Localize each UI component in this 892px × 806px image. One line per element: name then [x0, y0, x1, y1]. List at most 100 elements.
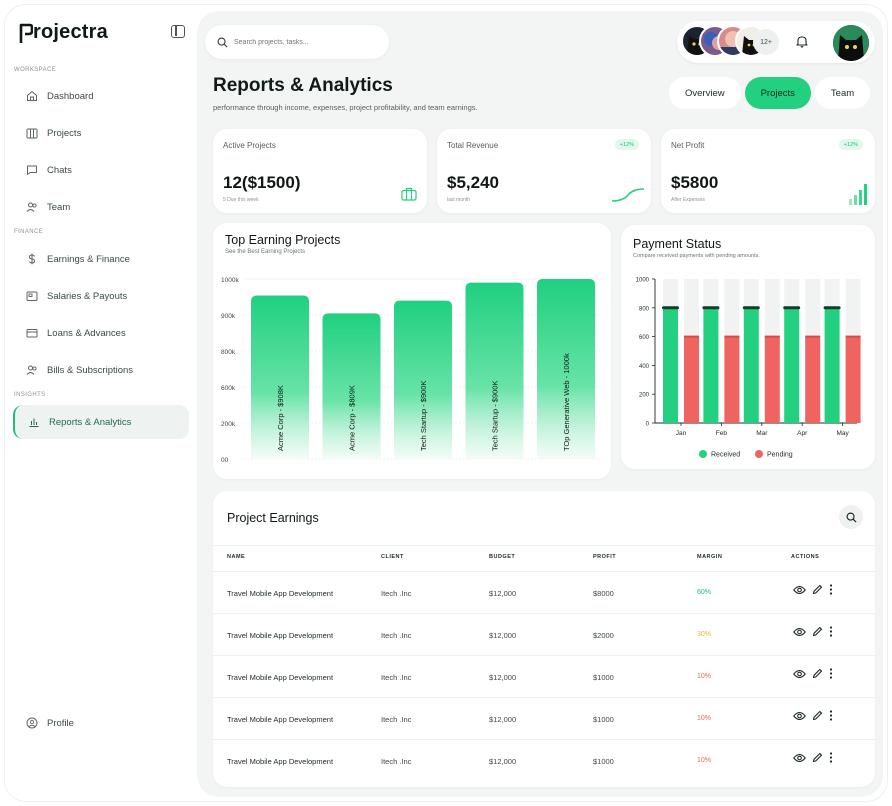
- pending-bar-cap: [805, 335, 821, 338]
- stat-footnote: last month: [447, 197, 471, 203]
- bar: [322, 313, 381, 459]
- more-options-icon[interactable]: [829, 584, 833, 595]
- top-earning-chart-card: Top Earning Projects See the Best Earnin…: [213, 223, 611, 479]
- received-bar-cap: [783, 306, 801, 310]
- cell-client: Itech .Inc: [381, 631, 412, 640]
- dollar-icon: [25, 252, 39, 266]
- logo[interactable]: rojectra: [19, 21, 108, 44]
- user-toolbar: 12+: [677, 21, 875, 63]
- row-actions: [793, 668, 839, 679]
- search-bar[interactable]: [205, 25, 389, 59]
- stat-label: Active Projects: [223, 141, 276, 150]
- folder-icon: [25, 126, 39, 140]
- more-options-icon[interactable]: [829, 752, 833, 763]
- column-header-budget[interactable]: BUDGET: [489, 554, 516, 560]
- user-avatar[interactable]: [833, 25, 869, 61]
- table-search-button[interactable]: [839, 505, 863, 529]
- more-options-icon[interactable]: [829, 710, 833, 721]
- cell-client: Itech .Inc: [381, 589, 412, 598]
- more-avatars-badge[interactable]: 12+: [753, 29, 779, 55]
- sidebar-item-bills[interactable]: Bills & Subscriptions: [13, 354, 189, 386]
- legend-received-label: Received: [711, 452, 740, 459]
- logo-mark-icon: [19, 23, 33, 43]
- y-tick-label: 800k: [221, 349, 236, 356]
- cell-budget: $12,000: [489, 589, 517, 598]
- tab-overview[interactable]: Overview: [669, 77, 741, 109]
- received-bar-cap: [742, 306, 760, 310]
- users-icon: [25, 363, 39, 377]
- sidebar: rojectra WORKSPACE Dashboard Projects Ch…: [5, 5, 197, 801]
- pending-bar-cap: [764, 335, 780, 338]
- sidebar-item-reports[interactable]: Reports & Analytics: [13, 405, 189, 439]
- x-tick-label: Jan: [676, 430, 687, 437]
- edit-icon[interactable]: [812, 710, 823, 721]
- payment-status-chart: 1000 800 600 400 200 0 Jan Feb Mar Apr May Received…: [636, 278, 861, 459]
- table-row[interactable]: Travel Mobile App Development Itech .Inc $…: [213, 739, 875, 781]
- edit-icon[interactable]: [812, 584, 823, 595]
- sidebar-item-team[interactable]: Team: [13, 191, 189, 223]
- column-header-name[interactable]: NAME: [227, 554, 246, 560]
- column-header-margin[interactable]: MARGIN: [697, 554, 723, 560]
- y-tick-label: 0: [646, 422, 650, 428]
- chat-icon: [25, 163, 39, 177]
- table-row[interactable]: Travel Mobile App Development Itech .Inc $…: [213, 613, 875, 655]
- edit-icon[interactable]: [812, 668, 823, 679]
- column-header-client[interactable]: CLIENT: [381, 554, 404, 560]
- cell-name: Travel Mobile App Development: [227, 589, 334, 598]
- pending-bar: [845, 336, 861, 423]
- sidebar-item-label: Dashboard: [47, 90, 94, 102]
- tab-projects[interactable]: Projects: [744, 77, 811, 109]
- received-bar: [743, 307, 759, 423]
- table-row[interactable]: Travel Mobile App Development Itech .Inc $…: [213, 655, 875, 697]
- pending-bar-cap: [684, 335, 699, 338]
- view-icon[interactable]: [793, 669, 806, 679]
- sidebar-item-dashboard[interactable]: Dashboard: [13, 80, 189, 112]
- more-options-icon[interactable]: [829, 626, 833, 637]
- edit-icon[interactable]: [812, 626, 823, 637]
- x-tick-label: May: [836, 430, 849, 437]
- briefcase-icon: [401, 187, 417, 201]
- app-name: rojectra: [33, 21, 108, 43]
- sidebar-item-profile[interactable]: Profile: [13, 707, 189, 739]
- bar: [394, 300, 452, 459]
- view-icon[interactable]: [793, 585, 806, 595]
- received-bar: [703, 307, 719, 423]
- view-icon[interactable]: [793, 711, 806, 721]
- column-header-profit[interactable]: PROFIT: [593, 554, 617, 560]
- bar-label: Tech Startup - $900K: [419, 381, 428, 451]
- sidebar-item-label: Chats: [47, 164, 72, 176]
- cell-margin: 30%: [697, 631, 712, 638]
- y-tick-label: 00: [221, 457, 229, 464]
- table-row[interactable]: Travel Mobile App Development Itech .Inc $…: [213, 697, 875, 739]
- trend-badge: +12%: [838, 139, 863, 150]
- sidebar-item-label: Salaries & Payouts: [47, 290, 128, 302]
- edit-icon[interactable]: [812, 752, 823, 763]
- sidebar-item-label: Projects: [47, 127, 82, 139]
- row-actions: [793, 752, 839, 763]
- sidebar-item-loans[interactable]: Loans & Advances: [13, 317, 189, 349]
- sidebar-item-projects[interactable]: Projects: [13, 117, 189, 149]
- payment-status-chart-card: Payment Status Compare received payments…: [621, 225, 875, 469]
- search-input[interactable]: [234, 38, 374, 46]
- cell-profit: $2000: [593, 631, 614, 640]
- view-icon[interactable]: [793, 627, 806, 637]
- pending-bar: [684, 336, 699, 423]
- sidebar-item-chats[interactable]: Chats: [13, 154, 189, 186]
- sidebar-item-earnings[interactable]: Earnings & Finance: [13, 243, 189, 275]
- search-icon: [217, 37, 228, 48]
- top-earning-chart: 1000k 900k 800k 600k 200k 00 Acme Corp - $908K…: [221, 277, 603, 464]
- trend-badge: +12%: [614, 139, 639, 150]
- tab-team[interactable]: Team: [814, 77, 871, 109]
- more-options-icon[interactable]: [829, 668, 833, 679]
- view-icon[interactable]: [793, 753, 806, 763]
- sidebar-item-salaries[interactable]: Salaries & Payouts: [13, 280, 189, 312]
- notification-bell-icon[interactable]: [795, 34, 809, 53]
- legend-pending-swatch: [755, 450, 763, 458]
- sidebar-collapse-icon[interactable]: [171, 25, 185, 38]
- x-tick-label: Apr: [797, 430, 808, 437]
- table-row[interactable]: Travel Mobile App Development Itech .Inc $…: [213, 571, 875, 613]
- y-tick-label: 200: [639, 393, 650, 399]
- sidebar-item-label: Loans & Advances: [47, 327, 126, 339]
- chart-subtitle: Compare received payments with pending a…: [633, 253, 760, 259]
- legend-received-swatch: [699, 450, 707, 458]
